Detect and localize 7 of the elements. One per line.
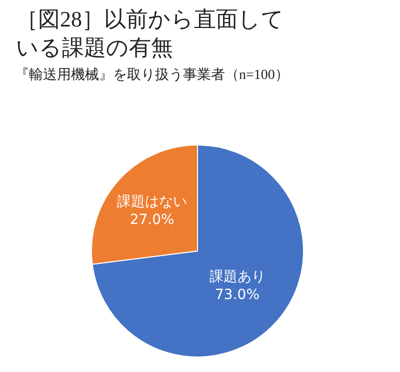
- pie-slice: [92, 144, 304, 358]
- slice-label: 課題はない: [117, 194, 188, 210]
- data-label: 27.0%: [130, 212, 174, 228]
- slice-label: 課題あり: [209, 268, 266, 285]
- chart-subtitle: 『輸送用機械』を取り扱う事業者（n=100）: [15, 67, 289, 83]
- chart-title: ［図28］以前から直面している課題の有無: [16, 6, 284, 60]
- data-label: 73.0%: [215, 287, 260, 304]
